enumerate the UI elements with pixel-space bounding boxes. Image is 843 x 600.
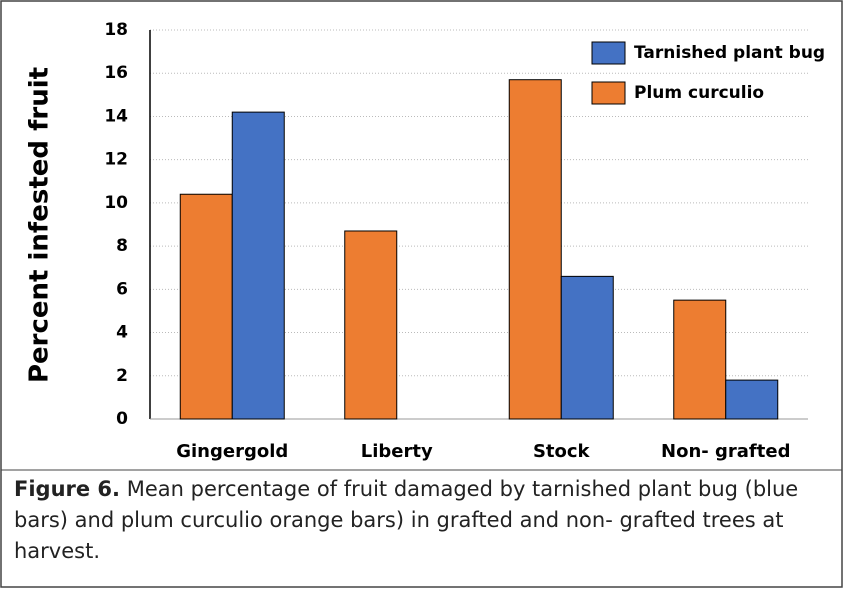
y-tick-label: 2 <box>116 366 128 386</box>
legend-label: Plum curculio <box>634 83 764 103</box>
legend-swatch <box>591 41 626 65</box>
x-tick-label: Stock <box>533 441 591 462</box>
y-tick-label: 8 <box>116 236 128 256</box>
y-tick-label: 12 <box>104 150 128 170</box>
bar <box>673 299 727 420</box>
y-tick-label: 0 <box>116 409 128 429</box>
bar <box>344 230 398 420</box>
caption-text: Mean percentage of fruit damaged by tarn… <box>14 477 799 563</box>
x-tick-label: Liberty <box>361 441 433 462</box>
caption-label: Figure 6. <box>14 477 121 501</box>
y-tick-label: 4 <box>116 323 128 343</box>
y-tick-label: 18 <box>104 20 128 40</box>
bar <box>231 111 285 420</box>
y-tick-label: 14 <box>104 106 128 126</box>
y-tick-label: 6 <box>116 279 128 299</box>
y-tick-label: 16 <box>104 63 128 83</box>
y-axis-label: Percent infested fruit <box>25 67 55 383</box>
bar <box>508 79 562 420</box>
legend-label: Tarnished plant bug <box>634 43 825 63</box>
y-tick-label: 10 <box>104 193 128 213</box>
bar <box>560 275 614 420</box>
x-tick-label: Non- grafted <box>661 441 790 462</box>
x-tick-label: Gingergold <box>176 441 288 462</box>
legend-swatch <box>591 81 626 105</box>
bar <box>725 379 779 420</box>
bar <box>179 193 233 420</box>
caption: Figure 6. Mean percentage of fruit damag… <box>14 474 824 567</box>
